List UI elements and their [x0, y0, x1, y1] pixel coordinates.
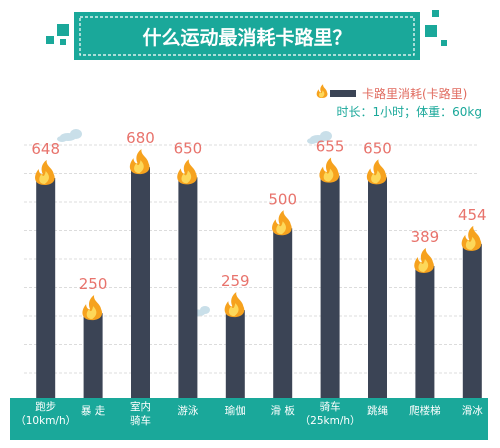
legend-flame-icon: [316, 84, 328, 99]
category-label: 爬楼梯: [409, 404, 441, 417]
category-label: 室内: [130, 400, 151, 413]
flame-icon: [461, 225, 482, 251]
category-label: 暴 走: [81, 405, 106, 417]
legend: 卡路里消耗(卡路里): [316, 84, 467, 101]
category-band: [10, 398, 488, 440]
bar: [273, 228, 293, 398]
value-label: 454: [458, 206, 487, 224]
value-label: 259: [221, 272, 250, 290]
value-label: 648: [31, 140, 60, 158]
category-label: 骑车: [130, 414, 151, 427]
value-label: 250: [79, 275, 108, 293]
bar: [225, 310, 245, 398]
category-label: （10km/h）: [15, 415, 76, 427]
cloud-icon: [57, 129, 82, 142]
bar: [368, 177, 387, 398]
category-label: 游泳: [177, 404, 198, 417]
flame-icon: [35, 160, 55, 186]
legend-label: 卡路里消耗(卡路里): [362, 86, 467, 101]
value-label: 650: [363, 139, 392, 157]
bars: [36, 167, 482, 398]
value-label: 655: [316, 138, 345, 156]
value-label: 500: [268, 190, 297, 208]
bar: [36, 178, 56, 398]
flame-icon: [82, 295, 103, 321]
category-label: 滑 板: [271, 404, 296, 417]
bar: [131, 167, 150, 398]
value-labels: 648 250 680 650 259 500 655 650 389 454: [31, 129, 486, 293]
flame-icon: [366, 159, 387, 185]
value-label: 680: [126, 129, 155, 147]
value-label: 389: [411, 228, 440, 246]
deco-square: [60, 39, 66, 45]
flame-icon: [272, 210, 292, 236]
flame-icon: [177, 159, 197, 185]
category-label: 跑步: [35, 400, 56, 413]
bar: [320, 175, 340, 398]
deco-square: [432, 10, 439, 17]
deco-square: [441, 40, 447, 46]
flame-icon: [319, 157, 340, 183]
flame-icon: [224, 292, 245, 318]
bar: [462, 243, 482, 398]
deco-square: [57, 24, 69, 36]
bar: [83, 313, 103, 398]
flame-icon: [414, 247, 434, 273]
category-label: 滑冰: [462, 404, 483, 417]
bar: [178, 177, 198, 398]
chart-title: 什么运动最消耗卡路里？: [142, 26, 351, 49]
title-banner: [74, 12, 420, 60]
category-label: 跳绳: [367, 404, 388, 417]
category-label: （25km/h）: [300, 415, 361, 427]
flame-icon: [129, 149, 150, 175]
deco-square: [46, 36, 54, 44]
category-labels: 跑步（10km/h）暴 走室内骑车游泳 瑜伽滑 板骑车（25km/h）跳绳 爬楼梯滑…: [15, 400, 483, 427]
value-label: 650: [174, 139, 203, 157]
flames: [35, 149, 482, 321]
chart-subtitle: 时长：1小时；体重：60kg: [337, 105, 482, 119]
category-label: 骑车: [320, 400, 341, 413]
title-banner-border: [79, 16, 415, 56]
cloud-icon: [307, 131, 332, 144]
bar: [415, 265, 435, 398]
legend-swatch: [330, 90, 356, 97]
category-label: 瑜伽: [225, 404, 246, 417]
deco-square: [425, 25, 437, 37]
